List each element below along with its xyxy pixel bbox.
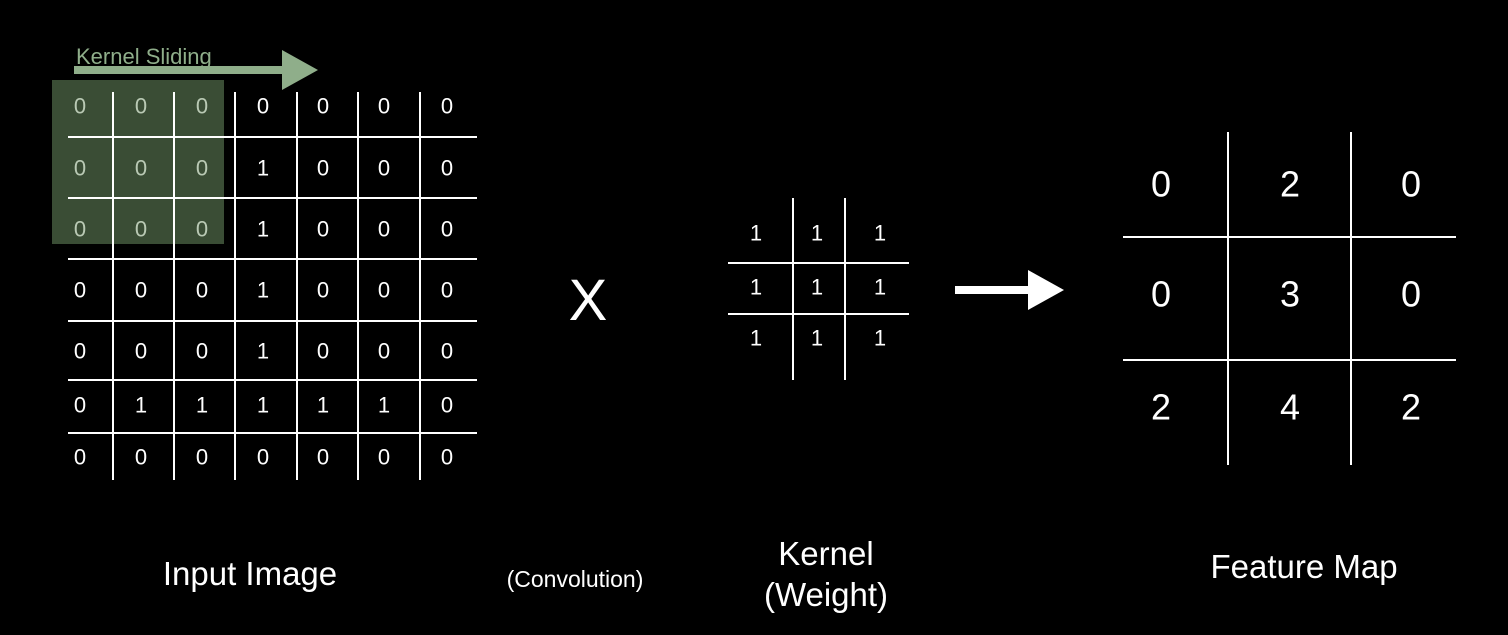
input-cell: 0 bbox=[317, 445, 329, 470]
kernel-cell: 1 bbox=[750, 326, 762, 351]
input-cell: 0 bbox=[74, 445, 86, 470]
input-cell: 0 bbox=[135, 278, 147, 303]
input-cell: 0 bbox=[441, 217, 453, 242]
kernel-cell: 1 bbox=[811, 275, 823, 300]
input-cell: 1 bbox=[257, 156, 269, 181]
kernel-cell: 1 bbox=[750, 221, 762, 246]
input-cell: 0 bbox=[74, 339, 86, 364]
input-cell: 0 bbox=[441, 94, 453, 119]
input-cell: 0 bbox=[74, 278, 86, 303]
input-cell: 0 bbox=[378, 156, 390, 181]
feature-map-cell: 0 bbox=[1151, 274, 1171, 315]
input-cell: 0 bbox=[135, 156, 147, 181]
input-cell: 1 bbox=[257, 393, 269, 418]
kernel-cell: 1 bbox=[874, 275, 886, 300]
convolution-label: (Convolution) bbox=[506, 566, 644, 592]
input-cell: 0 bbox=[135, 445, 147, 470]
input-cell: 0 bbox=[135, 217, 147, 242]
input-cell: 0 bbox=[317, 278, 329, 303]
input-cell: 0 bbox=[378, 445, 390, 470]
result-arrow-icon bbox=[955, 270, 1064, 310]
input-cell: 0 bbox=[378, 217, 390, 242]
input-cell: 1 bbox=[196, 393, 208, 418]
input-cell: 0 bbox=[74, 217, 86, 242]
feature-map-cell: 2 bbox=[1401, 387, 1421, 428]
kernel-grid-lines bbox=[728, 198, 909, 380]
input-cell: 0 bbox=[441, 339, 453, 364]
input-cell: 0 bbox=[317, 156, 329, 181]
input-cell: 0 bbox=[257, 94, 269, 119]
input-cell: 0 bbox=[378, 94, 390, 119]
kernel-cell: 1 bbox=[811, 221, 823, 246]
input-cell: 0 bbox=[317, 339, 329, 364]
feature-map-cell: 0 bbox=[1401, 164, 1421, 205]
input-cell: 0 bbox=[317, 217, 329, 242]
feature-map-cell: 2 bbox=[1280, 164, 1300, 205]
feature-map-cell: 4 bbox=[1280, 387, 1300, 428]
feature-map-cell: 0 bbox=[1401, 274, 1421, 315]
kernel-sliding-arrow-icon bbox=[74, 50, 318, 90]
kernel-cell: 1 bbox=[874, 221, 886, 246]
input-cell: 1 bbox=[257, 217, 269, 242]
input-grid-cells: 0 0 0 0 0 0 0 0 0 0 1 0 0 0 0 0 0 1 0 0 0 0 0 0 1 0 0 0 0 0 0 1 0 0 0 0 1 1 1 1… bbox=[74, 94, 453, 470]
input-cell: 0 bbox=[317, 94, 329, 119]
input-cell: 0 bbox=[196, 278, 208, 303]
input-grid-lines bbox=[68, 92, 477, 480]
input-cell: 0 bbox=[441, 156, 453, 181]
input-cell: 0 bbox=[135, 94, 147, 119]
input-image-label: Input Image bbox=[162, 555, 338, 592]
input-cell: 0 bbox=[257, 445, 269, 470]
input-cell: 0 bbox=[196, 156, 208, 181]
feature-map-grid-cells: 0 2 0 0 3 0 2 4 2 bbox=[1151, 164, 1421, 428]
feature-map-grid-lines bbox=[1123, 132, 1456, 465]
input-cell: 0 bbox=[196, 445, 208, 470]
input-cell: 0 bbox=[378, 278, 390, 303]
kernel-cell: 1 bbox=[811, 326, 823, 351]
kernel-label-line2: (Weight) bbox=[763, 576, 889, 613]
input-cell: 1 bbox=[257, 278, 269, 303]
convolution-operator-symbol: X bbox=[569, 268, 608, 333]
input-cell: 0 bbox=[74, 393, 86, 418]
kernel-window-highlight bbox=[52, 80, 224, 244]
feature-map-cell: 0 bbox=[1151, 164, 1171, 205]
input-cell: 1 bbox=[135, 393, 147, 418]
input-cell: 0 bbox=[74, 156, 86, 181]
input-cell: 0 bbox=[196, 217, 208, 242]
kernel-grid-cells: 1 1 1 1 1 1 1 1 1 bbox=[750, 221, 886, 351]
feature-map-cell: 3 bbox=[1280, 274, 1300, 315]
kernel-cell: 1 bbox=[874, 326, 886, 351]
input-cell: 0 bbox=[441, 445, 453, 470]
input-cell: 1 bbox=[257, 339, 269, 364]
kernel-sliding-label: Kernel Sliding bbox=[76, 44, 212, 69]
input-cell: 0 bbox=[196, 94, 208, 119]
input-cell: 1 bbox=[317, 393, 329, 418]
input-cell: 0 bbox=[74, 94, 86, 119]
input-cell: 0 bbox=[135, 339, 147, 364]
kernel-cell: 1 bbox=[750, 275, 762, 300]
input-cell: 0 bbox=[378, 339, 390, 364]
input-cell: 0 bbox=[196, 339, 208, 364]
input-cell: 0 bbox=[441, 278, 453, 303]
input-cell: 1 bbox=[378, 393, 390, 418]
kernel-label-line1: Kernel bbox=[778, 535, 874, 572]
feature-map-cell: 2 bbox=[1151, 387, 1171, 428]
input-cell: 0 bbox=[441, 393, 453, 418]
feature-map-label: Feature Map bbox=[1210, 548, 1398, 585]
